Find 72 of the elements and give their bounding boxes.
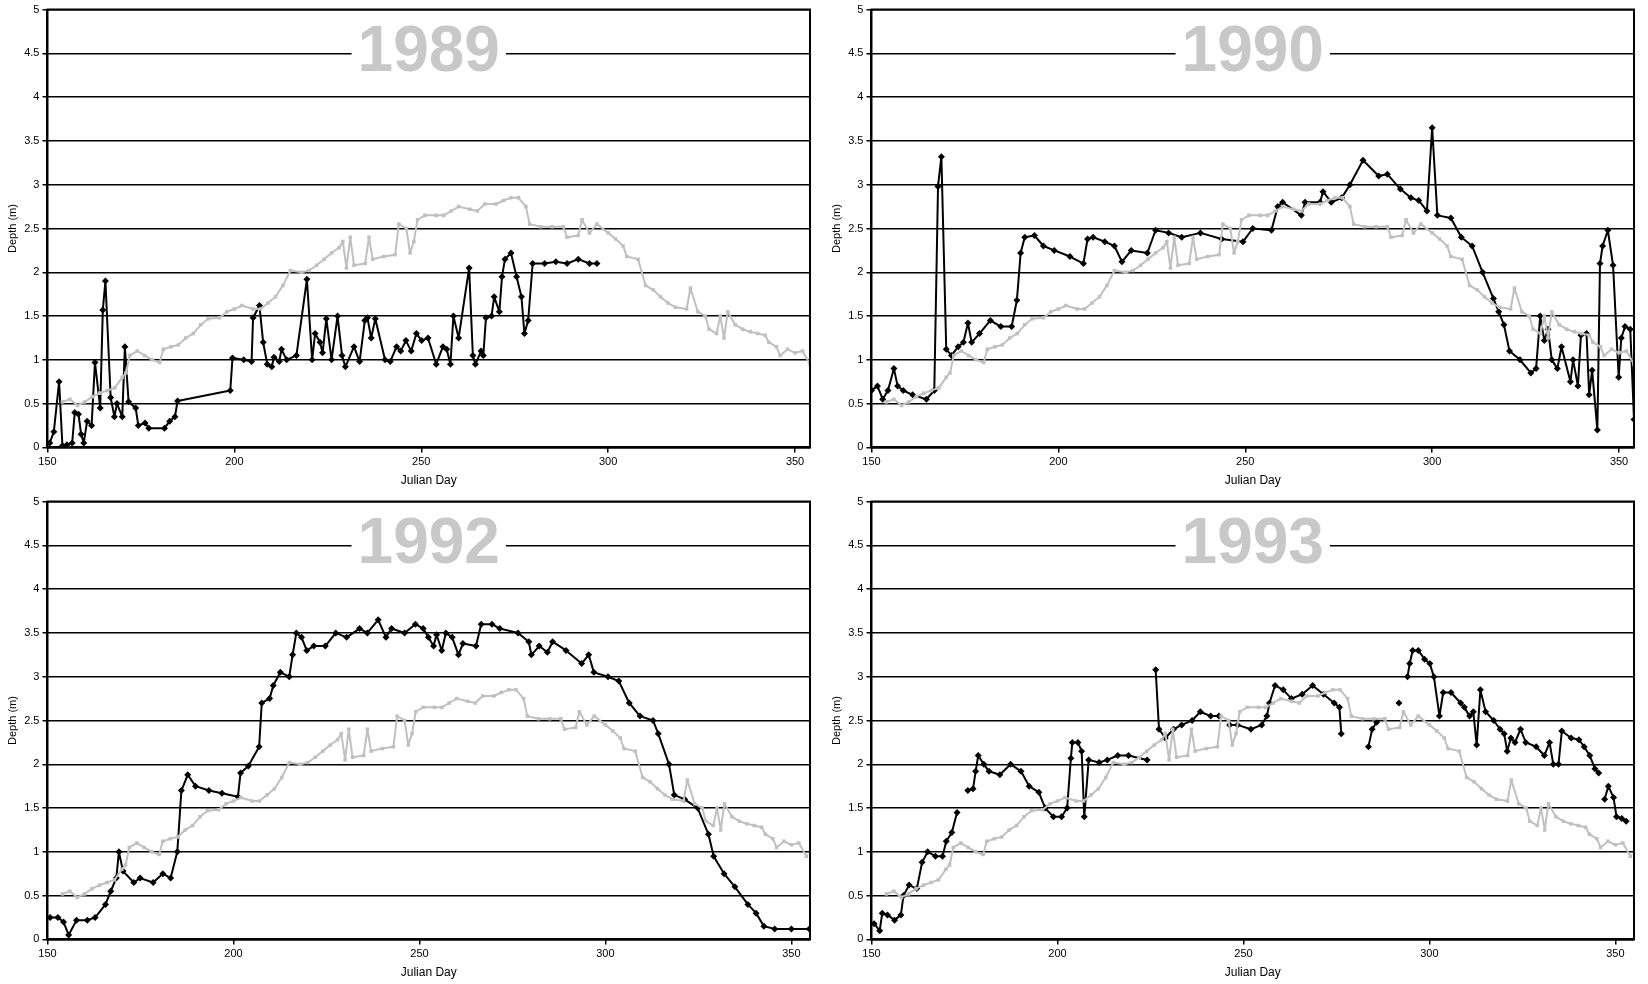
x-tick-label: 300	[596, 947, 615, 960]
y-tick-label: 3	[857, 177, 864, 190]
y-tick-label: 0.5	[848, 396, 864, 409]
y-tick-label: 0	[33, 932, 40, 945]
y-tick-label: 5	[857, 2, 864, 15]
y-tick-label: 4	[857, 90, 864, 103]
y-tick-label: 2.5	[848, 713, 864, 726]
x-tick-label: 350	[1606, 947, 1625, 960]
y-axis-title: Depth (m)	[5, 696, 18, 745]
y-tick-label: 4.5	[24, 46, 40, 59]
y-tick-label: 5	[33, 494, 40, 507]
x-tick-label: 200	[225, 455, 244, 468]
x-tick-label: 350	[782, 947, 801, 960]
y-tick-label: 1.5	[848, 801, 864, 814]
x-tick-label: 150	[862, 947, 881, 960]
y-axis-title: Depth (m)	[5, 204, 18, 253]
y-tick-label: 3	[33, 669, 40, 682]
x-tick-label: 350	[1609, 455, 1629, 468]
x-axis-title: Julian Day	[1224, 473, 1281, 488]
y-tick-label: 1	[857, 352, 864, 365]
x-axis-title: Julian Day	[400, 473, 457, 488]
x-tick-label: 250	[1234, 947, 1253, 960]
y-tick-label: 0.5	[848, 888, 864, 901]
y-axis-title: Depth (m)	[829, 696, 842, 745]
y-tick-label: 2.5	[24, 713, 40, 726]
y-tick-label: 3.5	[24, 625, 40, 638]
y-tick-label: 1	[33, 844, 40, 857]
y-tick-label: 2	[33, 757, 40, 770]
y-axis-title: Depth (m)	[829, 204, 842, 253]
y-tick-label: 1.5	[24, 309, 40, 322]
x-tick-label: 300	[1422, 455, 1442, 468]
y-tick-label: 4	[33, 582, 40, 595]
y-tick-label: 2	[33, 265, 40, 278]
y-tick-label: 1	[33, 352, 40, 365]
y-tick-label: 1	[857, 844, 864, 857]
x-tick-label: 150	[38, 455, 57, 468]
x-tick-label: 350	[785, 455, 805, 468]
y-tick-label: 2.5	[848, 221, 864, 234]
y-tick-label: 4	[857, 582, 864, 595]
x-tick-label: 200	[224, 947, 243, 960]
y-tick-label: 1.5	[24, 801, 40, 814]
y-tick-label: 3.5	[848, 625, 864, 638]
y-tick-label: 0.5	[24, 888, 40, 901]
y-tick-label: 0.5	[24, 396, 40, 409]
y-tick-label: 4.5	[848, 46, 864, 59]
y-tick-label: 0	[857, 440, 864, 453]
x-tick-label: 200	[1049, 455, 1068, 468]
y-tick-label: 2.5	[24, 221, 40, 234]
x-tick-label: 200	[1048, 947, 1067, 960]
x-tick-label: 300	[1420, 947, 1439, 960]
y-tick-label: 3.5	[848, 133, 864, 146]
x-axis-title: Julian Day	[1224, 965, 1281, 980]
y-tick-label: 5	[33, 2, 40, 15]
y-tick-label: 4	[33, 90, 40, 103]
x-axis-title: Julian Day	[400, 965, 457, 980]
y-tick-label: 4.5	[848, 538, 864, 551]
x-tick-label: 300	[598, 455, 618, 468]
y-tick-label: 3	[33, 177, 40, 190]
y-tick-label: 4.5	[24, 538, 40, 551]
y-tick-label: 5	[857, 494, 864, 507]
y-tick-label: 3.5	[24, 133, 40, 146]
x-tick-label: 250	[1236, 455, 1255, 468]
y-tick-label: 0	[857, 932, 864, 945]
x-tick-label: 250	[412, 455, 431, 468]
y-tick-label: 0	[33, 440, 40, 453]
y-tick-label: 3	[857, 669, 864, 682]
x-tick-label: 150	[38, 947, 57, 960]
x-tick-label: 150	[862, 455, 881, 468]
x-tick-label: 250	[410, 947, 429, 960]
y-tick-label: 2	[857, 757, 864, 770]
y-tick-label: 2	[857, 265, 864, 278]
y-tick-label: 1.5	[848, 309, 864, 322]
